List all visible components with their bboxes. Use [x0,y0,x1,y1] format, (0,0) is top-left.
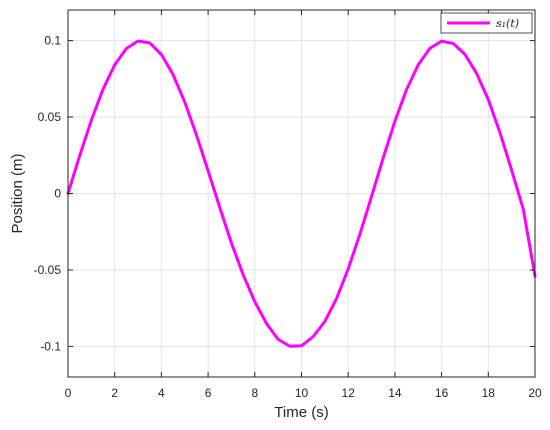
legend-entry: s₁(t) [496,17,519,30]
y-tick-label: 0.05 [38,110,62,124]
y-tick-label: -0.05 [34,263,62,277]
ticks [67,10,536,377]
x-tick-labels: 0 2 4 6 8 10 12 14 16 18 20 [65,386,542,400]
y-axis-label: Position (m) [9,153,26,233]
y-tick-label: -0.1 [40,339,61,353]
y-tick-label: 0 [54,187,61,201]
x-tick-label: 12 [342,386,356,400]
x-tick-label: 18 [482,386,496,400]
x-tick-label: 2 [111,386,118,400]
y-tick-label: 0.1 [44,34,61,48]
series-lines [66,39,537,348]
x-tick-label: 10 [295,386,309,400]
x-tick-label: 8 [251,386,258,400]
x-tick-label: 0 [65,386,72,400]
series-line [66,39,537,348]
x-tick-label: 20 [528,386,542,400]
x-tick-label: 6 [205,386,212,400]
x-tick-label: 16 [435,386,449,400]
y-tick-labels: 0.1 0.05 0 -0.05 -0.1 [34,34,62,354]
x-axis-label: Time (s) [274,404,328,421]
x-tick-label: 4 [158,386,165,400]
legend: s₁(t) [440,12,533,34]
x-tick-label: 14 [388,386,402,400]
